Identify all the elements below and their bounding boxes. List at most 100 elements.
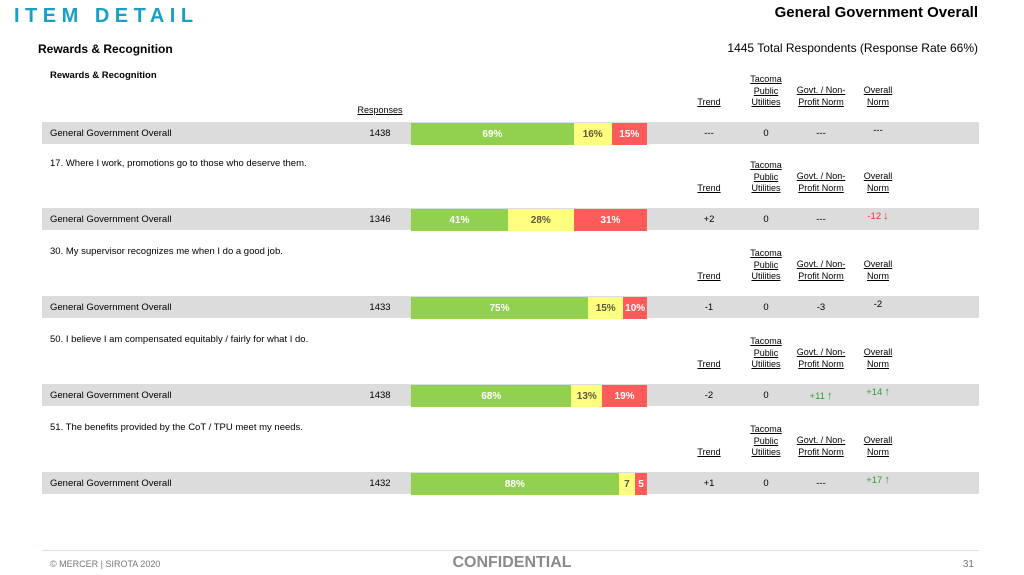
tpu-header-line: Public <box>753 85 779 96</box>
overall-header-line: Overall <box>863 435 893 445</box>
neutral-segment: 13% <box>571 385 603 407</box>
favorable-segment: 68% <box>411 385 572 407</box>
response-count: 1346 <box>369 214 391 225</box>
unfavorable-segment: 10% <box>623 297 647 319</box>
tpu-header-line: Tacoma <box>750 336 782 346</box>
stacked-bar: 41% 28% 31% <box>411 209 647 231</box>
overall-norm-number: --- <box>873 125 883 136</box>
stacked-bar: 68% 13% 19% <box>411 385 647 407</box>
govt-header-line: Profit Norm <box>798 96 844 107</box>
govt-norm-number: -3 <box>816 302 826 313</box>
unfavorable-segment: 31% <box>573 209 647 231</box>
item-block: 17. Where I work, promotions go to those… <box>42 152 979 232</box>
row-label: General Government Overall <box>50 390 172 401</box>
overall-norm-header: Overall Norm <box>854 347 902 370</box>
row-label: General Government Overall <box>50 478 172 489</box>
arrow-up-icon: ↑ <box>884 386 890 398</box>
govt-header-line: Govt. / Non- <box>796 435 846 445</box>
table-row: General Government Overall 1432 88% 7 5 … <box>42 472 979 495</box>
question-text: Rewards & Recognition <box>50 70 157 81</box>
copyright: © MERCER | SIROTA 2020 <box>50 559 161 569</box>
unfavorable-segment: 15% <box>611 123 647 145</box>
govt-norm-value: --- <box>792 478 850 489</box>
govt-norm-header: Govt. / Non- Profit Norm <box>792 259 850 282</box>
govt-header-line: Govt. / Non- <box>796 85 846 95</box>
item-block: 51. The benefits provided by the CoT / T… <box>42 416 979 496</box>
govt-norm-number: --- <box>816 214 826 225</box>
report-title: General Government Overall <box>774 4 978 21</box>
table-row: General Government Overall 1438 69% 16% … <box>42 122 979 145</box>
overall-header-line: Norm <box>867 270 889 281</box>
overall-norm-value: --- <box>854 125 902 136</box>
overall-header-line: Overall <box>863 347 893 357</box>
favorable-segment: 88% <box>411 473 619 495</box>
govt-norm-value: +11 ↑ <box>792 390 850 402</box>
unfavorable-segment: 19% <box>602 385 647 407</box>
favorable-segment: 69% <box>411 123 574 145</box>
neutral-segment: 28% <box>507 209 574 231</box>
stacked-bar: 69% 16% 15% <box>411 123 647 145</box>
response-count: 1438 <box>369 128 391 139</box>
tpu-header-line: Utilities <box>751 359 781 369</box>
govt-header-line: Govt. / Non- <box>796 171 846 181</box>
trend-value: -1 <box>704 302 714 313</box>
tpu-value: 0 <box>763 478 769 489</box>
response-count: 1432 <box>369 478 391 489</box>
govt-norm-number: --- <box>816 128 826 139</box>
stacked-bar: 75% 15% 10% <box>411 297 647 319</box>
trend-value: --- <box>704 128 714 139</box>
govt-norm-value: --- <box>792 214 850 225</box>
tpu-header-line: Tacoma <box>750 160 782 170</box>
overall-header-line: Overall <box>863 171 893 181</box>
govt-norm-header: Govt. / Non- Profit Norm <box>792 347 850 370</box>
tpu-header-line: Utilities <box>751 271 781 281</box>
govt-norm-number: +11 <box>809 391 825 402</box>
trend-header: Trend <box>697 97 721 107</box>
tpu-header-line: Tacoma <box>750 248 782 258</box>
overall-norm-number: -2 <box>873 299 883 310</box>
row-label: General Government Overall <box>50 302 172 313</box>
overall-norm-value: +17 ↑ <box>854 474 902 486</box>
item-block: 30. My supervisor recognizes me when I d… <box>42 240 979 320</box>
govt-norm-number: --- <box>816 478 826 489</box>
response-count: 1433 <box>369 302 391 313</box>
tpu-header-line: Utilities <box>751 97 781 107</box>
overall-norm-header: Overall Norm <box>854 171 902 194</box>
table-row: General Government Overall 1346 41% 28% … <box>42 208 979 231</box>
overall-header-line: Overall <box>863 259 893 269</box>
govt-header-line: Govt. / Non- <box>796 259 846 269</box>
row-label: General Government Overall <box>50 214 172 225</box>
trend-header: Trend <box>697 271 721 281</box>
tpu-header-line: Public <box>753 259 779 270</box>
arrow-down-icon: ↓ <box>883 210 889 222</box>
overall-norm-number: +14 <box>866 387 883 398</box>
govt-header-line: Profit Norm <box>798 446 844 457</box>
stacked-bar: 88% 7 5 <box>411 473 647 495</box>
tpu-header-line: Tacoma <box>750 424 782 434</box>
table-row: General Government Overall 1433 75% 15% … <box>42 296 979 319</box>
tpu-header-line: Public <box>753 435 779 446</box>
tpu-value: 0 <box>763 214 769 225</box>
trend-header: Trend <box>697 447 721 457</box>
tpu-header: Tacoma Public Utilities <box>742 336 790 371</box>
overall-norm-value: -2 <box>854 299 902 310</box>
overall-norm-number: -12 <box>867 211 882 222</box>
tpu-value: 0 <box>763 302 769 313</box>
tpu-header: Tacoma Public Utilities <box>742 248 790 283</box>
question-text: 50. I believe I am compensated equitably… <box>50 334 309 345</box>
neutral-segment: 7 <box>618 473 636 495</box>
item-block: 50. I believe I am compensated equitably… <box>42 328 979 408</box>
tpu-header-line: Public <box>753 347 779 358</box>
overall-norm-value: +14 ↑ <box>854 386 902 398</box>
unfavorable-segment: 5 <box>635 473 647 495</box>
favorable-segment: 41% <box>411 209 508 231</box>
govt-norm-header: Govt. / Non- Profit Norm <box>792 171 850 194</box>
govt-header-line: Profit Norm <box>798 182 844 193</box>
table-row: General Government Overall 1438 68% 13% … <box>42 384 979 407</box>
govt-norm-value: --- <box>792 128 850 139</box>
neutral-segment: 16% <box>573 123 612 145</box>
respondents-summary: 1445 Total Respondents (Response Rate 66… <box>727 41 978 55</box>
trend-header: Trend <box>697 359 721 369</box>
overall-norm-value: -12 ↓ <box>854 210 902 222</box>
favorable-segment: 75% <box>411 297 588 319</box>
